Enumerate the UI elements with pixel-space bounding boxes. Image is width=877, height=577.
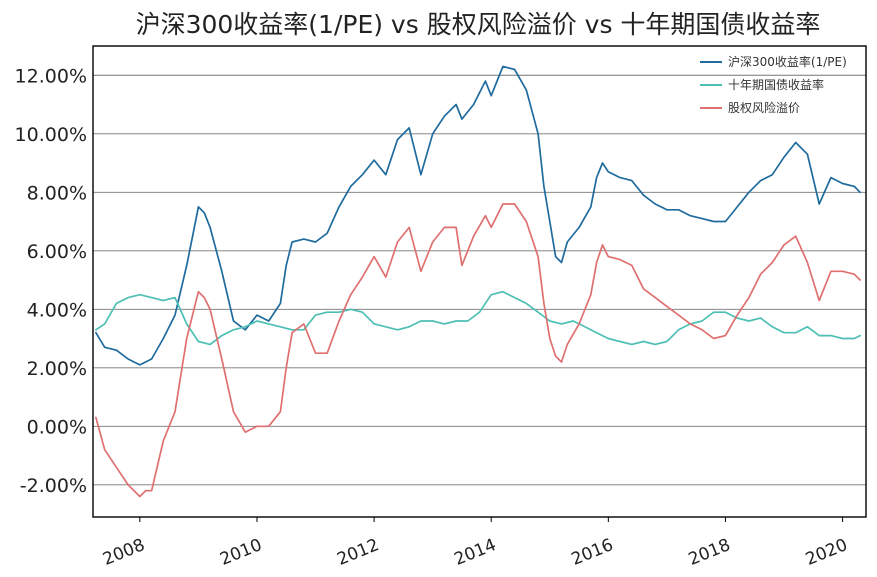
y-tick-label: 6.00% (27, 241, 87, 263)
chart-title: 沪深300收益率(1/PE) vs 股权风险溢价 vs 十年期国债收益率 (136, 10, 821, 39)
y-tick-label: 10.00% (15, 124, 87, 146)
plot-frame (92, 45, 867, 518)
y-tick-label: 4.00% (27, 299, 87, 321)
y-tick-label: -2.00% (20, 475, 87, 497)
x-tick-label: 2014 (451, 535, 499, 570)
y-tick-label: 0.00% (27, 416, 87, 438)
y-axis-ticks: -2.00% 0.00% 2.00% 4.00% 6.00% 8.00% 10.00% 12.… (15, 65, 87, 497)
x-tick-label: 2010 (217, 535, 265, 570)
x-tick-label: 2020 (803, 535, 851, 570)
y-tick-label: 8.00% (27, 182, 87, 204)
legend-label: 十年期国债收益率 (728, 77, 824, 92)
series-line-2 (95, 203, 861, 498)
y-tick-label: 2.00% (27, 358, 87, 380)
x-tick-label: 2008 (100, 535, 148, 570)
x-tick-label: 2012 (334, 535, 382, 570)
x-axis-ticks: 2008 2010 2012 2014 2016 2018 2020 (100, 517, 850, 570)
series-lines (95, 65, 861, 498)
x-tick-label: 2018 (686, 535, 734, 570)
legend-label: 沪深300收益率(1/PE) (728, 54, 847, 69)
grid-lines (93, 74, 866, 486)
y-tick-label: 12.00% (15, 65, 87, 87)
series-line-0 (95, 65, 861, 366)
legend-label: 股权风险溢价 (728, 100, 800, 115)
series-line-1 (95, 290, 861, 346)
x-tick-label: 2016 (569, 535, 617, 570)
